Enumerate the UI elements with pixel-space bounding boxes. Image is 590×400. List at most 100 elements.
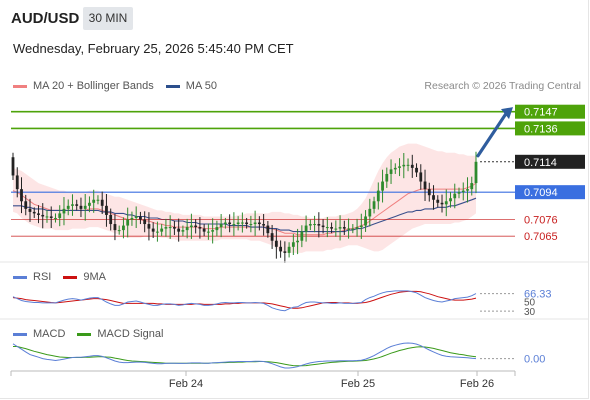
- target-label-1: 0.7136: [524, 123, 558, 135]
- legend-label-rsi: RSI: [33, 271, 52, 283]
- datetime-label: Wednesday, February 25, 2026 5:45:40 PM …: [13, 41, 294, 56]
- legend-swatch-macd-signal: [77, 332, 92, 336]
- candle-body: [385, 173, 389, 182]
- legend-item-ma20: MA 20 + Bollinger Bands: [13, 80, 154, 92]
- candle-body: [296, 240, 299, 243]
- candle-body: [359, 225, 363, 228]
- candle-body: [474, 161, 478, 184]
- candle-body: [168, 227, 172, 229]
- candle-body: [236, 222, 240, 225]
- rsi-line: [12, 290, 477, 312]
- target-label-box-0: [515, 104, 585, 119]
- candle-body: [249, 224, 253, 226]
- ma20-line: [12, 182, 477, 236]
- time-axis: Feb 24 Feb 25 Feb 26: [10, 370, 516, 390]
- legend-label-ma50: MA 50: [185, 80, 217, 92]
- candle-body: [160, 228, 164, 232]
- legend-item-9ma: 9MA: [63, 271, 106, 283]
- candle-body: [291, 242, 295, 247]
- candle-body: [406, 164, 410, 166]
- candle-body: [223, 222, 227, 225]
- candle-body: [253, 222, 257, 225]
- candle-body: [28, 208, 32, 212]
- candle-body: [24, 201, 28, 209]
- forecast-arrow-head: [501, 107, 513, 120]
- candle-body: [453, 193, 457, 199]
- candle-body: [134, 216, 138, 218]
- candle-body: [372, 201, 376, 209]
- candle-body: [402, 164, 406, 167]
- candle-body: [151, 228, 155, 232]
- legend-swatch-ma50: [165, 84, 180, 88]
- candle-body: [117, 230, 121, 232]
- legend-label-macd-signal: MACD Signal: [97, 328, 164, 340]
- candle-body: [181, 230, 185, 232]
- legend-swatch-9ma: [63, 275, 78, 279]
- candle-body: [92, 199, 96, 203]
- legend-label-ma20: MA 20 + Bollinger Bands: [33, 80, 154, 92]
- candle-body: [308, 224, 312, 226]
- candle-body: [219, 224, 223, 228]
- candle-body: [368, 208, 372, 217]
- last-label-box: [515, 154, 585, 169]
- candle-body: [20, 189, 23, 202]
- legend-item-ma50: MA 50: [165, 80, 217, 92]
- candle-body: [88, 202, 91, 206]
- candle-body: [257, 222, 261, 225]
- x-tick-label: Feb 24: [169, 378, 203, 390]
- candle-body: [105, 205, 108, 215]
- candle-body: [41, 214, 45, 217]
- legend-swatch-macd: [13, 332, 27, 336]
- candle-body: [173, 227, 176, 229]
- candle-body: [364, 216, 367, 226]
- candle-body: [461, 190, 465, 193]
- legend-swatch-rsi: [13, 275, 27, 279]
- candle-body: [79, 205, 83, 209]
- candle-body: [444, 201, 448, 205]
- candle-body: [109, 214, 113, 225]
- macd-line: [12, 342, 477, 369]
- candle-body: [300, 231, 304, 241]
- candle-body: [398, 166, 401, 168]
- candle-body: [96, 199, 100, 201]
- candle-body: [206, 231, 210, 233]
- candle-body: [147, 224, 151, 229]
- candle-body: [126, 219, 130, 226]
- target-label-0: 0.7147: [524, 107, 558, 119]
- legend-item-macd: MACD: [13, 328, 65, 340]
- candle-body: [287, 246, 291, 253]
- candle-body: [202, 228, 206, 232]
- candle-body: [228, 222, 232, 225]
- candle-body: [436, 199, 440, 203]
- candle-body: [457, 192, 461, 194]
- candle-body: [83, 205, 87, 209]
- candle-body: [274, 240, 278, 247]
- candle-body: [49, 216, 53, 218]
- candle-body: [376, 190, 380, 202]
- legend-swatch-ma20: [13, 84, 27, 88]
- rsi-tick-30: 30: [524, 307, 536, 318]
- candle-body: [419, 172, 423, 182]
- price-levels-layer: [11, 110, 515, 237]
- candle-body: [410, 164, 414, 168]
- candle-body: [304, 225, 308, 232]
- candle-body: [190, 225, 193, 228]
- candle-body: [432, 195, 435, 200]
- candle-body: [262, 224, 266, 226]
- candle-body: [355, 227, 359, 229]
- macd-panel: 0.00: [12, 342, 545, 369]
- last-label: 0.7114: [524, 157, 557, 169]
- macd-signal-line: [13, 346, 477, 367]
- rsi-legend: RSI 9MA: [13, 271, 118, 283]
- candle-body: [427, 189, 431, 196]
- rsi-current-label: 66.33: [524, 289, 552, 301]
- pivot-label: 0.7094: [524, 187, 558, 199]
- candle-body: [351, 228, 355, 230]
- moving-average-layer: [12, 182, 477, 236]
- candle-body: [215, 227, 219, 231]
- timeframe-button[interactable]: 30 MIN: [83, 7, 133, 30]
- legend-item-rsi: RSI: [13, 271, 51, 283]
- support-label-4: 0.7076: [524, 214, 558, 226]
